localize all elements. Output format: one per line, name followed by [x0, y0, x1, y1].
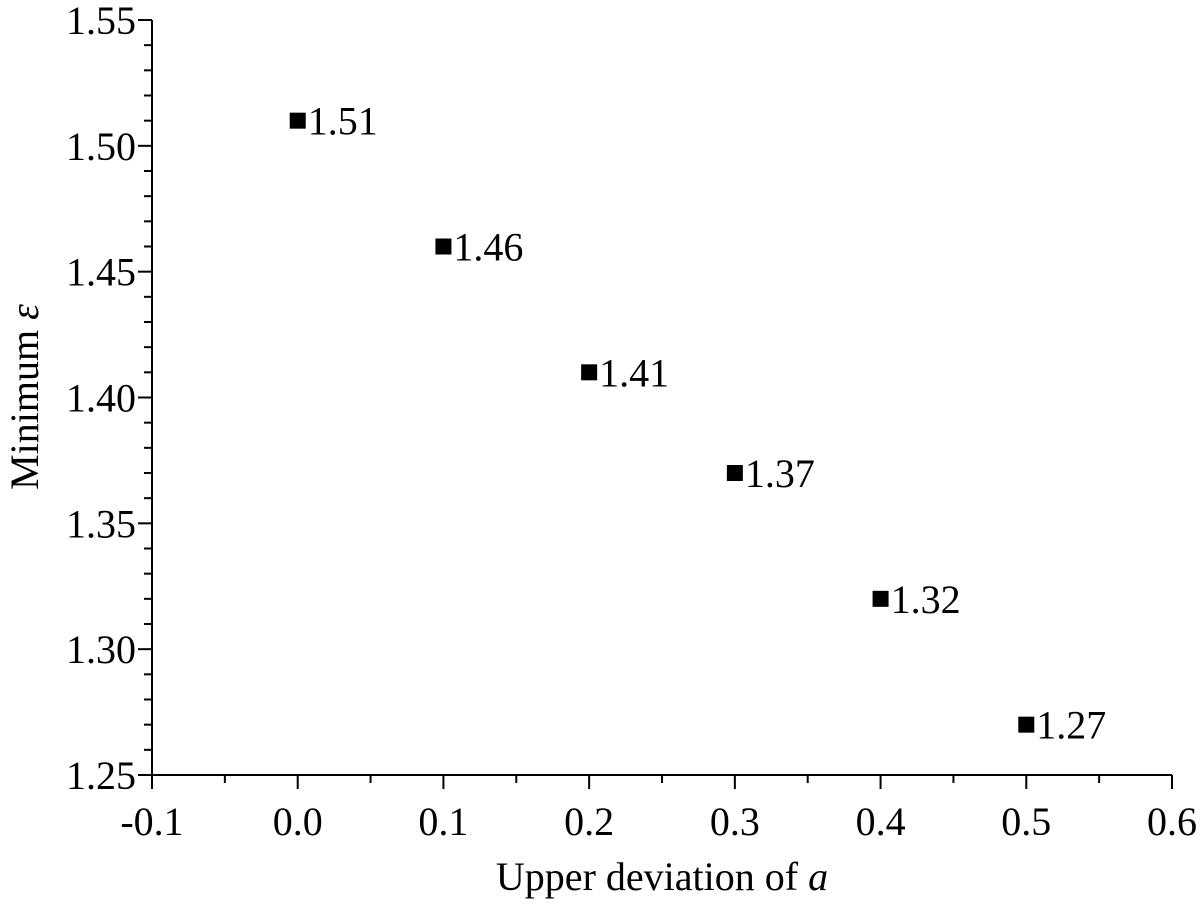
x-axis-title-text: Upper deviation of — [496, 854, 799, 899]
y-ticks: 1.25 1.30 1.35 1.40 1.45 1.50 1.55 — [66, 0, 152, 798]
data-point — [726, 465, 743, 481]
axes — [151, 20, 1172, 776]
y-tick-label: 1.50 — [66, 124, 136, 169]
x-tick-label: 0.0 — [273, 799, 323, 844]
data-point — [581, 364, 598, 381]
y-axis-title: Minimum ε — [2, 304, 47, 490]
data-label: 1.37 — [745, 451, 815, 496]
x-tick-label: 0.6 — [1147, 799, 1197, 844]
data-point — [289, 112, 306, 129]
x-tick-label: -0.1 — [120, 799, 183, 844]
data-label: 1.46 — [453, 225, 523, 270]
y-tick-label: 1.55 — [66, 0, 136, 43]
x-tick-label: 0.5 — [1001, 799, 1051, 844]
y-axis-title-variable: ε — [2, 304, 47, 320]
y-tick-label: 1.30 — [66, 627, 136, 672]
data-point — [872, 590, 889, 607]
data-points — [289, 112, 1035, 733]
x-tick-label: 0.1 — [418, 799, 468, 844]
data-label: 1.27 — [1036, 703, 1106, 748]
data-label: 1.41 — [599, 350, 669, 395]
data-label: 1.32 — [891, 577, 961, 622]
y-tick-label: 1.45 — [66, 250, 136, 295]
x-axis-title-variable: a — [808, 854, 828, 899]
x-tick-label: 0.3 — [710, 799, 760, 844]
x-ticks: -0.1 0.0 0.1 0.2 0.3 0.4 0.5 0.6 — [120, 775, 1197, 844]
data-label: 1.51 — [308, 99, 378, 144]
y-tick-label: 1.25 — [66, 753, 136, 798]
x-tick-label: 0.2 — [564, 799, 614, 844]
data-point — [1018, 716, 1035, 733]
y-axis-title-text: Minimum — [2, 330, 47, 490]
x-axis-title: Upper deviation of a — [496, 854, 828, 899]
y-tick-label: 1.40 — [66, 376, 136, 421]
data-point — [435, 238, 452, 255]
x-tick-label: 0.4 — [856, 799, 906, 844]
data-labels: 1.51 1.46 1.41 1.37 1.32 1.27 — [308, 99, 1107, 748]
y-tick-label: 1.35 — [66, 501, 136, 546]
